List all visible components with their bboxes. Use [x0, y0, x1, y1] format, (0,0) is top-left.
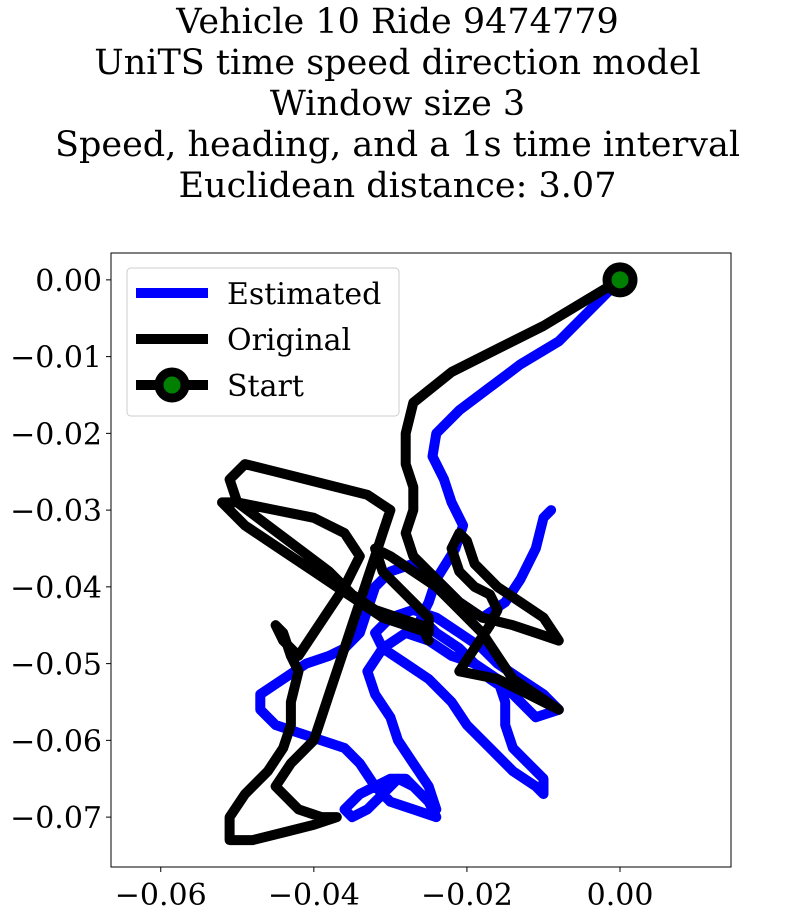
legend-start-marker — [154, 367, 190, 403]
legend-label: Estimated — [227, 277, 381, 312]
y-tick-label: −0.03 — [10, 494, 102, 529]
y-tick-label: −0.01 — [10, 341, 102, 376]
title-line: Speed, heading, and a 1s time interval — [54, 125, 741, 165]
series-line-original — [217, 274, 625, 846]
legend-frame — [126, 267, 400, 417]
title-line: Vehicle 10 Ride 9474779 — [176, 2, 619, 42]
series-line-estimated — [255, 274, 625, 823]
start-marker — [602, 262, 638, 298]
y-tick-label: −0.02 — [10, 417, 102, 452]
legend-label: Start — [227, 369, 304, 404]
y-tick-label: −0.05 — [10, 648, 102, 683]
x-tick-label: −0.02 — [421, 878, 513, 913]
x-tick-label: −0.04 — [268, 878, 360, 913]
chart-title: Vehicle 10 Ride 9474779 UniTS time speed… — [0, 2, 795, 207]
legend-label: Original — [227, 323, 351, 358]
y-tick-label: 0.00 — [35, 264, 102, 299]
y-tick-label: −0.06 — [10, 724, 102, 759]
x-tick-label: 0.00 — [587, 878, 654, 913]
axes-frame — [110, 252, 732, 868]
axis-ticks: −0.06 −0.04 −0.02 0.00 0.00 −0.01 −0.02 −0.03 −0… — [10, 264, 653, 913]
series-layer — [217, 262, 638, 846]
title-line: UniTS time speed direction model — [94, 43, 701, 83]
y-tick-label: −0.07 — [10, 801, 102, 836]
x-tick-label: −0.06 — [115, 878, 207, 913]
title-line: Window size 3 — [269, 84, 526, 124]
title-line: Euclidean distance: 3.07 — [178, 166, 617, 206]
y-tick-label: −0.04 — [10, 571, 102, 606]
legend: Estimated Original Start — [126, 267, 400, 417]
